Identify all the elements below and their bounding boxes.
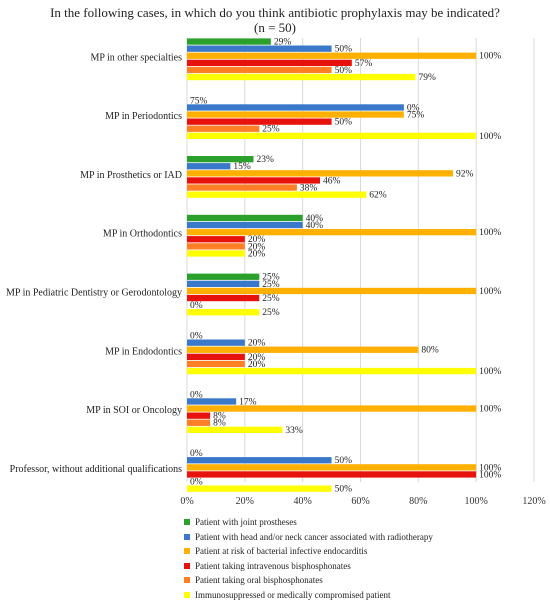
data-label: 23% — [257, 155, 275, 165]
bar — [187, 413, 210, 419]
legend-swatch — [184, 534, 190, 540]
x-tick-label: 120% — [522, 496, 545, 507]
bar — [187, 250, 245, 256]
bar — [187, 222, 303, 228]
category-label: MP in Pediatric Dentistry or Gerodontolo… — [6, 288, 182, 299]
bar — [187, 281, 259, 287]
bar — [187, 347, 418, 353]
bar — [187, 236, 245, 242]
data-label: 57% — [355, 59, 373, 69]
bar — [187, 427, 282, 433]
legend-label: Immunosuppressed or medically compromise… — [195, 590, 390, 600]
bar — [187, 354, 245, 360]
data-label: 33% — [285, 426, 303, 436]
data-label: 100% — [479, 470, 501, 480]
category-label: MP in Endodontics — [105, 346, 182, 357]
category-label: MP in other specialties — [90, 52, 182, 63]
x-tick-label: 40% — [293, 496, 311, 507]
legend-item: Patient taking intravenous bisphosphonat… — [184, 559, 433, 574]
bar — [187, 309, 259, 315]
legend-swatch — [184, 519, 190, 525]
data-label: 62% — [369, 191, 387, 201]
x-tick-label: 100% — [464, 496, 487, 507]
legend-swatch — [184, 548, 190, 554]
category-label: MP in Prosthetics or IAD — [80, 170, 182, 181]
legend-label: Patient at risk of bacterial infective e… — [195, 546, 367, 556]
bar — [187, 361, 245, 367]
legend: Patient with joint prostheses Patient wit… — [184, 515, 433, 602]
data-label: 75% — [407, 111, 425, 121]
bar — [187, 457, 332, 463]
data-label: 100% — [479, 367, 501, 377]
bar — [187, 464, 476, 470]
legend-item: Patient with joint prostheses — [184, 515, 433, 530]
data-label: 25% — [262, 294, 280, 304]
data-label: 100% — [479, 52, 501, 62]
data-label: 46% — [323, 176, 341, 186]
category-label: MP in Orthodontics — [103, 229, 182, 240]
data-label: 79% — [418, 73, 436, 83]
bar — [187, 398, 236, 404]
bar — [187, 215, 303, 221]
data-label: 100% — [479, 228, 501, 238]
bar — [187, 133, 476, 139]
bar — [187, 67, 332, 73]
bar — [187, 192, 366, 198]
category-label: MP in SOI or Oncology — [86, 405, 182, 416]
bar — [187, 46, 332, 52]
data-label: 50% — [335, 118, 353, 128]
legend-item: Patient with head and/or neck cancer ass… — [184, 530, 433, 545]
data-label: 92% — [456, 169, 474, 179]
bar — [187, 74, 415, 80]
bar — [187, 405, 476, 411]
bar — [187, 184, 297, 190]
legend-label: Patient taking oral bisphosphonates — [195, 575, 323, 585]
bar — [187, 111, 404, 117]
data-label: 50% — [335, 485, 353, 495]
legend-label: Patient taking intravenous bisphosphonat… — [195, 561, 351, 571]
bar — [187, 274, 259, 280]
bar — [187, 368, 476, 374]
bar — [187, 471, 476, 477]
bar — [187, 170, 453, 176]
legend-swatch — [184, 592, 190, 598]
bar — [187, 126, 259, 132]
data-label: 80% — [421, 346, 439, 356]
legend-swatch — [184, 577, 190, 583]
bar — [187, 340, 245, 346]
bar — [187, 229, 476, 235]
x-tick-label: 20% — [236, 496, 254, 507]
data-label: 100% — [479, 405, 501, 415]
x-tick-label: 60% — [351, 496, 369, 507]
x-tick-label: 0% — [180, 496, 193, 507]
data-label: 25% — [262, 308, 280, 318]
bar — [187, 60, 352, 66]
bar — [187, 119, 332, 125]
bar — [187, 420, 210, 426]
legend-label: Patient with joint prostheses — [195, 517, 297, 527]
data-label: 100% — [479, 287, 501, 297]
bar — [187, 163, 230, 169]
plot-area: 0% 20% 40% 60% 80% 100% 120% MP in other specia… — [0, 0, 550, 512]
legend-label: Patient with head and/or neck cancer ass… — [195, 532, 433, 542]
bar — [187, 243, 245, 249]
x-tick-label: 80% — [409, 496, 427, 507]
bar — [187, 104, 404, 110]
category-label: MP in Periodontics — [105, 111, 182, 122]
legend-item: Patient at risk of bacterial infective e… — [184, 544, 433, 559]
legend-swatch — [184, 563, 190, 569]
bar — [187, 53, 476, 59]
category-label: Professor, without additional qualificat… — [10, 464, 182, 475]
legend-item: Patient taking oral bisphosphonates — [184, 573, 433, 588]
bar — [187, 486, 332, 492]
data-label: 20% — [248, 249, 265, 259]
bar — [187, 38, 271, 44]
data-label: 100% — [479, 132, 501, 142]
bar — [187, 288, 476, 294]
